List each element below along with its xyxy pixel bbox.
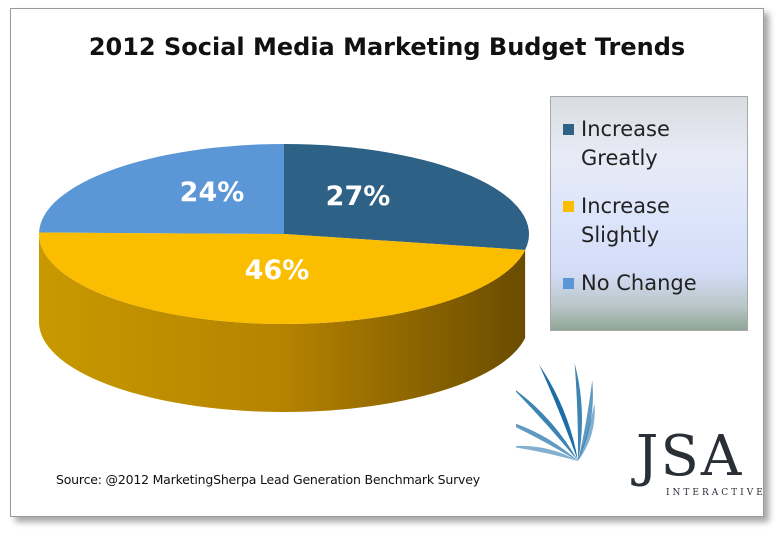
logo-ray-icon (516, 445, 578, 461)
logo-text: JSA (636, 424, 744, 489)
legend-label: Increase (581, 117, 670, 141)
chart-title: 2012 Social Media Marketing Budget Trend… (88, 33, 686, 61)
legend-swatch (563, 278, 574, 289)
legend-label: Slightly (581, 223, 660, 247)
data-label-increase-greatly: 27% (326, 181, 391, 212)
data-label-increase-slightly: 46% (245, 255, 310, 286)
legend-label: Greatly (581, 146, 658, 170)
legend-label: No Change (581, 271, 697, 295)
logo-ray-icon (578, 380, 593, 461)
chart-card: 2012 Social Media Marketing Budget Trend… (10, 8, 764, 517)
jsa-logo-icon (516, 363, 595, 461)
slice-increase-greatly (284, 144, 529, 250)
pie-chart: 27% 46% 24% (38, 144, 529, 412)
chart-legend: Increase Greatly Increase Slightly No Ch… (550, 96, 748, 331)
data-label-no-change: 24% (180, 177, 245, 208)
slice-increase-slightly (38, 232, 526, 324)
legend-label: Increase (581, 194, 670, 218)
logo-ray-icon (516, 390, 578, 461)
slice-no-change (39, 144, 285, 234)
logo-ray-icon (578, 403, 595, 461)
legend-item-increase-slightly: Increase Slightly (563, 192, 741, 250)
legend-swatch (563, 124, 574, 135)
pie-slices (38, 144, 529, 324)
pie-data-labels: 27% 46% 24% (180, 177, 391, 286)
legend-item-increase-greatly: Increase Greatly (563, 115, 741, 173)
logo-ray-icon (574, 363, 583, 461)
legend-swatch (563, 201, 574, 212)
pie-side-wall (39, 234, 526, 412)
logo-ray-icon (516, 423, 578, 461)
logo-subtext: INTERACTIVE (666, 488, 766, 498)
pie-side-increase-slightly (39, 234, 526, 412)
legend-item-no-change: No Change (563, 269, 741, 298)
source-note: Source: @2012 MarketingSherpa Lead Gener… (56, 472, 480, 487)
